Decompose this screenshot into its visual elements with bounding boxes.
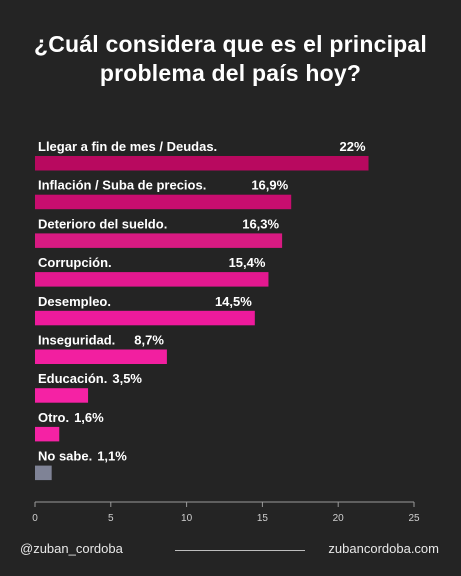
value-label: 16,3% bbox=[242, 216, 279, 231]
bar bbox=[35, 465, 52, 481]
value-label: 22% bbox=[339, 139, 365, 154]
bars bbox=[35, 156, 369, 481]
bar bbox=[35, 233, 283, 248]
x-axis: 0 5 10 15 20 25 bbox=[32, 501, 420, 524]
x-tick-label: 10 bbox=[181, 513, 193, 524]
social-handle: @zuban_cordoba bbox=[20, 541, 123, 556]
category-label: Deterioro del sueldo. bbox=[38, 216, 167, 231]
category-label: Llegar a fin de mes / Deudas. bbox=[38, 139, 217, 154]
category-label: No sabe. bbox=[38, 449, 92, 464]
bar bbox=[35, 426, 60, 442]
category-label: Corrupción. bbox=[38, 255, 112, 270]
category-label: Inseguridad. bbox=[38, 333, 115, 348]
bar bbox=[35, 388, 89, 403]
website-link[interactable]: zubancordoba.com bbox=[328, 541, 439, 556]
value-label: 3,5% bbox=[112, 371, 142, 386]
bar-labels: Llegar a fin de mes / Deudas. 22% Inflació… bbox=[38, 139, 366, 464]
value-label: 1,6% bbox=[74, 410, 104, 425]
value-label: 14,5% bbox=[215, 294, 252, 309]
value-label: 15,4% bbox=[229, 255, 266, 270]
category-label: Educación. bbox=[38, 371, 107, 386]
bar bbox=[35, 272, 269, 287]
x-tick-label: 20 bbox=[333, 513, 345, 524]
bar bbox=[35, 310, 255, 326]
chart-title-line-1: ¿Cuál considera que es el principal bbox=[33, 31, 427, 57]
x-tick-label: 25 bbox=[408, 513, 420, 524]
bar bbox=[35, 194, 292, 210]
value-label: 16,9% bbox=[251, 178, 288, 193]
x-tick-label: 0 bbox=[32, 513, 38, 524]
bar bbox=[35, 349, 167, 364]
x-tick-label: 15 bbox=[257, 513, 269, 524]
category-label: Inflación / Suba de precios. bbox=[38, 178, 206, 193]
value-label: 1,1% bbox=[97, 449, 127, 464]
value-label: 8,7% bbox=[134, 333, 164, 348]
chart-title-line-2: problema del país hoy? bbox=[99, 60, 362, 86]
category-label: Otro. bbox=[38, 410, 69, 425]
bar bbox=[35, 156, 369, 171]
x-tick-label: 5 bbox=[108, 513, 114, 524]
chart-title: ¿Cuál considera que es el principal prob… bbox=[0, 30, 461, 88]
footer-divider bbox=[175, 550, 305, 551]
category-label: Desempleo. bbox=[38, 294, 111, 309]
